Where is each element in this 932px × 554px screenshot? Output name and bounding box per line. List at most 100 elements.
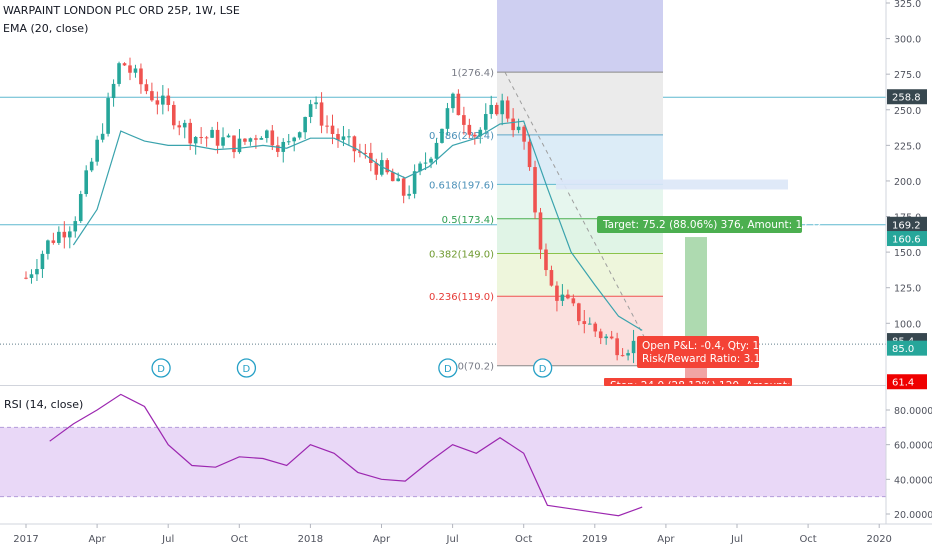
candle-body (462, 115, 466, 125)
candle-body (243, 138, 247, 142)
price-tag-label: 160.6 (892, 235, 921, 246)
candle-body (215, 129, 220, 146)
candle-body (609, 336, 614, 339)
candle-body (423, 162, 428, 164)
candle-body (560, 294, 565, 301)
fib-level-label: 0.236(119.0) (429, 292, 494, 303)
candle-body (566, 294, 570, 299)
candle-body (494, 104, 499, 115)
price-tag (887, 89, 927, 105)
time-tick-label: Jul (161, 534, 174, 545)
candle-body (188, 122, 193, 144)
candle-body (615, 338, 619, 356)
target-box (597, 216, 802, 233)
ema-legend[interactable]: EMA (20, close) (3, 22, 89, 35)
price-tick-label: 200.0 (894, 177, 921, 188)
candle-body (598, 331, 603, 339)
candle-body (78, 194, 83, 222)
candle-body (582, 321, 587, 324)
candle-body (259, 138, 264, 140)
candle-body (303, 116, 307, 133)
rsi-band (0, 427, 886, 497)
candle-body (401, 178, 406, 196)
candle-body (374, 162, 379, 175)
candle-body (396, 178, 400, 182)
candle-body (626, 353, 630, 356)
candle-body (122, 63, 127, 66)
candle-body (204, 137, 209, 139)
symbol-title: WARPAINT LONDON PLC ORD 25P, 1W, LSE (3, 4, 240, 17)
candle-body (95, 139, 99, 162)
candle-body (347, 136, 351, 138)
candle-body (308, 104, 313, 117)
candle-body (144, 84, 149, 92)
dividend-marker[interactable] (151, 358, 171, 378)
candle-body (319, 102, 324, 126)
rsi-legend[interactable]: RSI (14, close) (4, 398, 84, 411)
price-tag-label: 61.4 (892, 378, 914, 389)
position-tool: Target: 75.2 (88.06%) 376, Amount: 1752 O… (597, 216, 822, 386)
candle-body (363, 152, 368, 154)
price-tick-label: 100.0 (894, 319, 921, 330)
fib-zone (497, 184, 663, 219)
time-tick-label: Apr (88, 534, 106, 545)
candle-body (84, 170, 89, 195)
candle-body (199, 137, 203, 139)
candle-body (358, 151, 362, 153)
candle-body (150, 91, 154, 101)
price-tag (887, 216, 927, 232)
pl-box (637, 336, 759, 368)
dividend-marker-label: D (539, 364, 547, 375)
dividend-marker[interactable] (236, 358, 257, 378)
dividend-marker[interactable] (533, 358, 553, 378)
candle-body (390, 172, 395, 182)
candle-body (237, 138, 242, 153)
candle-body (232, 135, 236, 153)
fib-trend-line (504, 71, 647, 341)
candle-body (24, 277, 28, 279)
candle-body (451, 93, 455, 109)
rsi-tick-label: 80.0000 (894, 406, 932, 417)
price-tick-label: 225.0 (894, 141, 921, 152)
candle-body (89, 161, 94, 171)
time-tick-label: Apr (657, 534, 675, 545)
candle-body (265, 130, 269, 139)
candle-body (544, 249, 548, 271)
fib-level-label: 0.618(197.6) (429, 180, 494, 191)
dividend-marker[interactable] (438, 358, 458, 378)
candle-body (330, 125, 335, 135)
candle-body (473, 134, 477, 137)
candle-body (445, 108, 450, 129)
candle-body (434, 142, 439, 159)
candle-body (538, 212, 543, 250)
candle-body (336, 134, 340, 140)
price-tag-label: 85.0 (892, 344, 914, 355)
candle-body (100, 133, 105, 140)
candle-body (478, 129, 483, 137)
candle-body (106, 98, 110, 134)
time-tick-label: Apr (373, 534, 391, 545)
candle-body (254, 138, 258, 140)
candle-body (161, 95, 165, 105)
price-tag (887, 340, 927, 356)
time-tick-label: 2018 (298, 534, 323, 545)
candle-body (571, 298, 576, 304)
candle-body (412, 171, 417, 194)
candle-body (111, 83, 116, 99)
fib-extension-zone (497, 0, 663, 73)
candle-body (407, 193, 411, 196)
candle-body (226, 135, 231, 138)
candle-body (527, 141, 532, 168)
price-tick-label: 125.0 (894, 284, 921, 295)
candle-body (292, 137, 296, 142)
profit-zone (685, 237, 707, 345)
price-tick-label: 250.0 (894, 106, 921, 117)
price-tick-label: 300.0 (894, 35, 921, 46)
dividend-marker-label: D (243, 364, 251, 375)
fib-level-label: 1(276.4) (451, 68, 494, 79)
candle-body (489, 104, 494, 115)
time-tick-label: Jul (446, 534, 459, 545)
